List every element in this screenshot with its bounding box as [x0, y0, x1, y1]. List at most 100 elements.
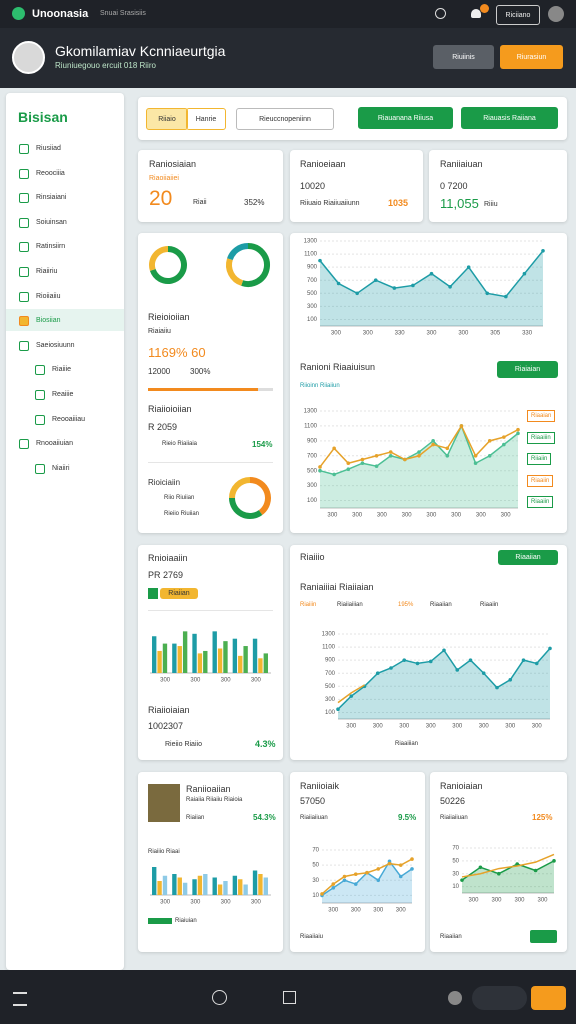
card-sub: Riioinn Riiaiiun [300, 383, 340, 389]
chart-card [290, 545, 567, 760]
top-button[interactable]: Riciiano [496, 5, 540, 25]
sidebar [6, 93, 124, 970]
clock-icon[interactable] [212, 990, 227, 1005]
nav-item: Riusiiad [36, 145, 61, 152]
y-tick-label: 1300 [304, 239, 318, 245]
bar [212, 631, 217, 673]
y-tick-label: 100 [307, 498, 318, 504]
header-button[interactable]: Riurasiun [500, 45, 563, 69]
bar [252, 638, 258, 673]
toolbar-button[interactable]: Riauasis Raiiana [461, 107, 558, 129]
nav-item: Riaiiie [52, 366, 72, 374]
card-note: Riaiiaiiuan [300, 815, 328, 821]
tab[interactable]: Riiaio [146, 108, 188, 130]
point [403, 457, 407, 462]
point [552, 859, 556, 863]
nav-icon [19, 439, 29, 450]
page-icon[interactable] [283, 991, 296, 1004]
search-icon[interactable] [435, 8, 446, 19]
action-group[interactable] [472, 986, 527, 1010]
x-tick-label: 300 [537, 898, 548, 904]
point [504, 294, 508, 299]
donut-segment [149, 246, 187, 284]
point [455, 668, 460, 672]
legend: Riaiiin [300, 602, 317, 608]
bottom-card [290, 772, 425, 952]
card-sub: PR 2769 [148, 570, 184, 580]
legend: Riaaiin [480, 602, 499, 608]
point [374, 464, 379, 469]
point [375, 671, 380, 676]
bar [217, 884, 223, 895]
stat-value: 11,055 [440, 196, 479, 211]
card-button[interactable]: Riaiaian [497, 361, 558, 378]
action-button[interactable] [531, 986, 566, 1010]
line-chart: 10 30 50 70 300 300 300 300 [312, 848, 414, 914]
donut-segment [229, 497, 263, 519]
sidebar-brand: Bisisan [18, 109, 68, 125]
point [402, 658, 407, 662]
point [497, 871, 501, 876]
y-tick-label: 700 [307, 278, 318, 284]
point [353, 882, 358, 886]
toolbar-button[interactable]: Riauanana Riiusa [358, 107, 453, 129]
y-tick-label: 100 [307, 317, 318, 323]
chart-card [290, 233, 567, 533]
point [353, 872, 358, 877]
point [478, 865, 483, 870]
card-foot: Riaaiiian [395, 741, 419, 747]
bar [258, 874, 263, 895]
nav-icon [35, 365, 45, 376]
bar [177, 877, 182, 895]
point [548, 646, 552, 651]
nav[interactable]: Snuai Srasisiis [100, 10, 146, 17]
point [387, 861, 392, 866]
nav-item: Riaiiriu [36, 268, 58, 275]
x-tick-label: 300 [377, 513, 388, 519]
point [508, 677, 513, 682]
y-tick-label: 300 [325, 697, 336, 703]
bar [217, 648, 223, 673]
nav-item: Niaiiri [52, 464, 70, 472]
nav-icon [35, 414, 45, 425]
point [318, 258, 322, 263]
y-tick-label: 500 [307, 291, 318, 297]
tab[interactable]: Hanrie [186, 108, 226, 130]
tag-icon [148, 588, 158, 599]
line [337, 684, 365, 704]
point [502, 442, 506, 447]
point [346, 461, 351, 466]
y-tick-label: 50 [452, 858, 459, 864]
point [398, 874, 403, 879]
point [417, 453, 421, 458]
header-button[interactable]: Riuiinis [433, 45, 494, 69]
legend: Riaaiian [430, 602, 452, 608]
x-tick-label: 300 [479, 724, 490, 730]
bar [232, 875, 238, 895]
menu-icon[interactable] [13, 992, 27, 1006]
area [320, 425, 518, 508]
bar [203, 650, 208, 673]
card-note: Riaiiaiiuan [440, 815, 468, 821]
card-button[interactable] [530, 930, 557, 943]
x-tick-label: 300 [160, 678, 171, 684]
point [431, 442, 435, 447]
avatar[interactable] [448, 991, 462, 1005]
nav-icon [19, 242, 29, 253]
x-tick-label: 300 [399, 724, 410, 730]
card-pct: 4.3% [255, 739, 276, 749]
point [431, 439, 435, 443]
notification-icon[interactable] [471, 9, 481, 18]
x-tick-label: 300 [426, 513, 437, 519]
x-tick-label: 300 [505, 724, 516, 730]
point [466, 265, 471, 269]
x-tick-label: 300 [396, 908, 407, 914]
card-button[interactable]: Riaaiian [498, 550, 558, 565]
tag [148, 918, 172, 924]
bar [192, 879, 197, 895]
search-box[interactable]: Rieuccnopeniinn [236, 108, 334, 130]
avatar[interactable] [548, 6, 564, 22]
logo [12, 7, 25, 20]
y-tick-label: 1300 [322, 632, 336, 638]
